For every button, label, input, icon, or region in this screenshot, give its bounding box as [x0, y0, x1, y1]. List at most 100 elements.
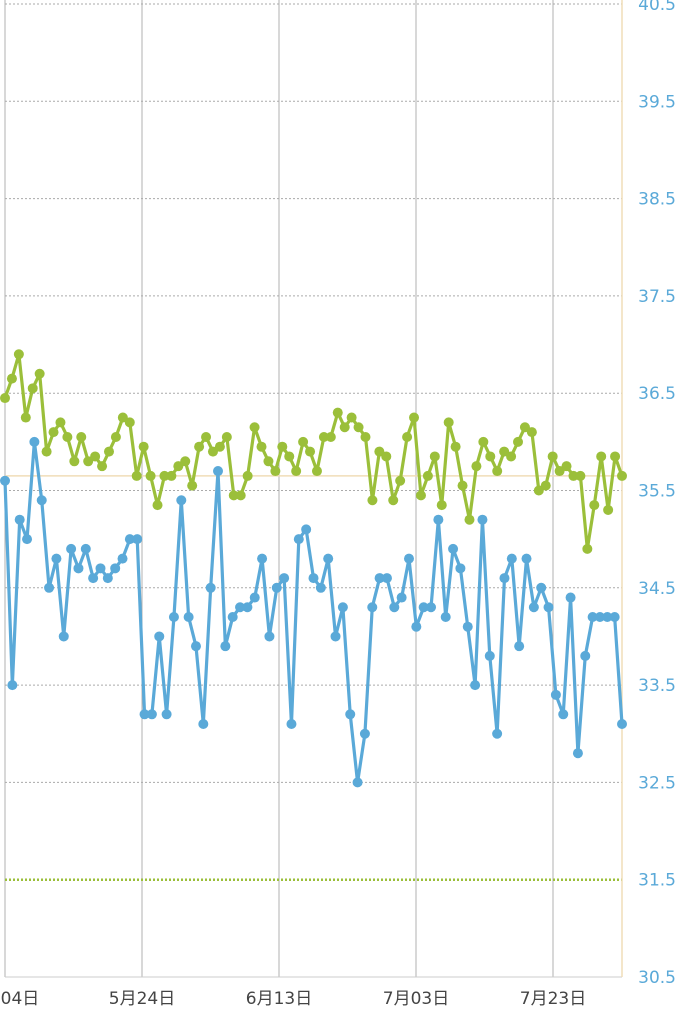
- data-point: [346, 412, 357, 423]
- data-point: [277, 441, 288, 452]
- data-point: [352, 777, 363, 788]
- data-point: [485, 451, 496, 462]
- data-point: [450, 441, 461, 452]
- data-point: [332, 407, 343, 418]
- data-point: [337, 602, 348, 613]
- data-point: [308, 573, 319, 584]
- data-point: [587, 611, 598, 622]
- data-point: [433, 514, 444, 525]
- data-point: [381, 451, 392, 462]
- data-point: [360, 431, 371, 442]
- series-0: [0, 349, 627, 554]
- data-point: [374, 446, 385, 457]
- horizontal-gridlines: [5, 3, 622, 978]
- data-point: [462, 621, 473, 632]
- data-point: [13, 349, 24, 360]
- data-point: [168, 611, 179, 622]
- data-point: [455, 563, 466, 574]
- data-point: [339, 422, 350, 433]
- data-point: [499, 573, 510, 584]
- x-tick-label: 7月23日: [520, 989, 586, 1009]
- data-point: [558, 709, 569, 720]
- data-point: [51, 553, 62, 564]
- data-point: [55, 417, 66, 428]
- data-point: [610, 451, 621, 462]
- series-line: [3, 440, 624, 785]
- reference-lines: [5, 475, 622, 881]
- data-point: [249, 422, 260, 433]
- x-tick-label: 7月03日: [383, 989, 449, 1009]
- x-tick-label: 04日: [1, 989, 40, 1009]
- data-point: [478, 436, 489, 447]
- data-point: [325, 431, 336, 442]
- data-point: [66, 543, 77, 554]
- data-point: [88, 573, 99, 584]
- data-point: [201, 431, 212, 442]
- data-point: [221, 431, 232, 442]
- data-point: [318, 431, 329, 442]
- data-point: [381, 573, 392, 584]
- data-point: [90, 451, 101, 462]
- y-tick-label: 31.5: [638, 871, 676, 891]
- data-point: [0, 475, 10, 486]
- data-point: [374, 573, 385, 584]
- series-layer: [0, 349, 627, 788]
- y-tick-label: 39.5: [638, 92, 676, 112]
- data-point: [173, 461, 184, 472]
- data-point: [227, 611, 238, 622]
- data-point: [110, 431, 121, 442]
- data-point: [62, 431, 73, 442]
- data-point: [117, 553, 128, 564]
- y-tick-label: 38.5: [638, 190, 676, 210]
- y-tick-label: 32.5: [638, 773, 676, 793]
- data-point: [506, 451, 517, 462]
- data-point: [436, 500, 447, 511]
- x-tick-label: 6月13日: [246, 989, 312, 1009]
- data-point: [330, 631, 341, 642]
- data-point: [48, 427, 59, 438]
- data-point: [44, 582, 55, 593]
- data-point: [589, 500, 600, 511]
- y-tick-label: 37.5: [638, 287, 676, 307]
- data-point: [190, 641, 201, 652]
- y-tick-labels: 40.5 39.5 38.5 37.5 36.5 35.5 34.5 33.5 32.5 31.5…: [638, 0, 676, 988]
- data-point: [152, 500, 163, 511]
- data-point: [22, 534, 33, 545]
- data-point: [403, 553, 414, 564]
- data-point: [367, 602, 378, 613]
- data-point: [264, 631, 275, 642]
- data-point: [477, 514, 488, 525]
- y-tick-label: 36.5: [638, 384, 676, 404]
- data-point: [235, 490, 246, 501]
- data-point: [526, 427, 537, 438]
- data-point: [315, 582, 326, 593]
- data-point: [617, 470, 627, 481]
- data-point: [301, 524, 312, 535]
- data-point: [138, 441, 149, 452]
- data-point: [519, 422, 530, 433]
- data-point: [205, 582, 216, 593]
- y-tick-label: 34.5: [638, 579, 676, 599]
- data-point: [284, 451, 295, 462]
- data-point: [514, 641, 525, 652]
- data-point: [102, 573, 113, 584]
- data-point: [69, 456, 80, 467]
- data-point: [396, 592, 407, 603]
- data-point: [34, 368, 45, 379]
- data-point: [561, 461, 572, 472]
- data-point: [124, 417, 135, 428]
- data-point: [492, 728, 503, 739]
- data-point: [198, 719, 209, 730]
- data-point: [176, 495, 187, 506]
- data-point: [389, 602, 400, 613]
- data-point: [311, 466, 322, 477]
- data-point: [402, 431, 413, 442]
- data-point: [291, 466, 302, 477]
- data-point: [395, 475, 406, 486]
- data-point: [132, 534, 143, 545]
- data-point: [124, 534, 135, 545]
- data-point: [596, 451, 607, 462]
- data-point: [73, 563, 84, 574]
- data-point: [448, 543, 459, 554]
